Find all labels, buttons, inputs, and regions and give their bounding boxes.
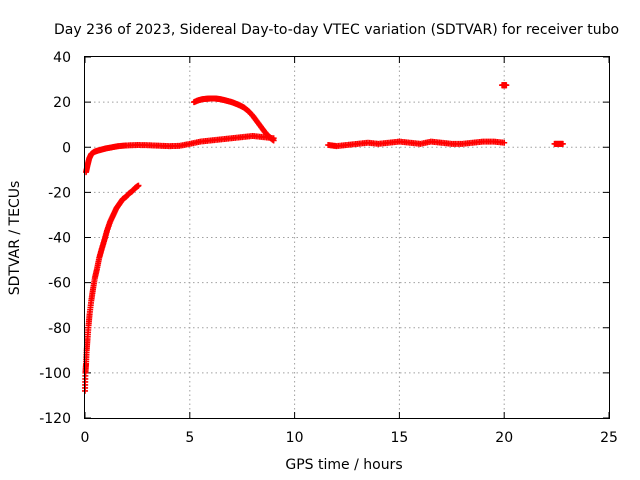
y-tick-label: -60 bbox=[48, 276, 71, 292]
series-initial-drop bbox=[82, 182, 142, 394]
data-point bbox=[501, 139, 508, 146]
ticks-layer: 0 5 10 15 20 25 -120 -100 -80 -60 -40 -20 0 20 40 bbox=[39, 50, 618, 446]
x-axis-label: GPS time / hours bbox=[285, 457, 402, 473]
data-point bbox=[135, 182, 142, 189]
series-outlier bbox=[499, 82, 510, 89]
plot-frame bbox=[84, 56, 610, 419]
y-tick-label: 20 bbox=[53, 95, 71, 111]
data-point bbox=[559, 140, 566, 147]
x-tick-label: 5 bbox=[185, 430, 194, 446]
y-axis-label: SDTVAR / TECUs bbox=[7, 181, 23, 296]
x-tick-label: 15 bbox=[390, 430, 408, 446]
y-tick-label: -80 bbox=[48, 321, 71, 337]
x-tick-label: 25 bbox=[600, 430, 618, 446]
series-main-baseline bbox=[83, 132, 277, 176]
series-afternoon bbox=[325, 138, 508, 150]
data-point bbox=[270, 137, 277, 144]
y-tick-label: 0 bbox=[62, 140, 71, 156]
y-tick-label: 40 bbox=[53, 50, 71, 66]
y-tick-label: -100 bbox=[39, 366, 71, 382]
y-tick-label: -40 bbox=[48, 231, 71, 247]
series-late-cluster bbox=[551, 140, 566, 147]
series-upper-arc bbox=[190, 95, 277, 144]
x-tick-label: 0 bbox=[81, 430, 90, 446]
x-tick-label: 10 bbox=[286, 430, 304, 446]
x-tick-label: 20 bbox=[495, 430, 513, 446]
data-layer bbox=[82, 82, 566, 394]
chart-title: Day 236 of 2023, Sidereal Day-to-day VTE… bbox=[54, 22, 619, 38]
y-tick-label: -120 bbox=[39, 411, 71, 427]
grid-layer bbox=[85, 57, 609, 418]
data-point bbox=[503, 82, 510, 89]
y-tick-label: -20 bbox=[48, 185, 71, 201]
